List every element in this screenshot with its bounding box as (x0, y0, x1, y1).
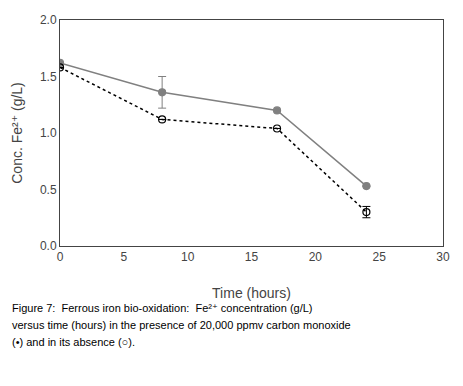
svg-text:25: 25 (372, 250, 386, 264)
svg-text:versus time (hours) in the pre: versus time (hours) in the presence of 2… (12, 319, 351, 331)
svg-text:20: 20 (309, 250, 323, 264)
svg-text:(•) and in its absence (○).: (•) and in its absence (○). (12, 336, 135, 348)
svg-text:Figure 7: Ferrous iron bio-ox: Figure 7: Ferrous iron bio-oxidation: Fe… (12, 302, 313, 314)
svg-text:5: 5 (120, 250, 127, 264)
svg-text:2.0: 2.0 (40, 13, 57, 27)
svg-text:1.5: 1.5 (40, 70, 57, 84)
svg-text:10: 10 (181, 250, 195, 264)
svg-text:15: 15 (245, 250, 259, 264)
svg-text:0: 0 (57, 250, 64, 264)
svg-text:Conc. Fe²⁺ (g/L): Conc. Fe²⁺ (g/L) (9, 82, 25, 184)
svg-text:30: 30 (436, 250, 450, 264)
svg-text:0.0: 0.0 (40, 239, 57, 253)
svg-text:Time (hours): Time (hours) (212, 285, 291, 301)
svg-text:0.5: 0.5 (40, 183, 57, 197)
svg-text:1.0: 1.0 (40, 126, 57, 140)
